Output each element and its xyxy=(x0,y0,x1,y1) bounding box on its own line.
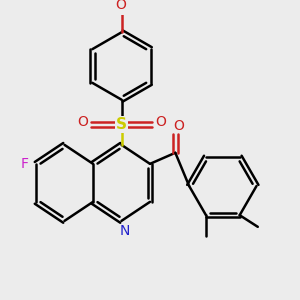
Text: O: O xyxy=(155,115,166,129)
Text: O: O xyxy=(77,115,88,129)
Text: S: S xyxy=(116,117,127,132)
Text: O: O xyxy=(115,0,126,12)
Text: F: F xyxy=(20,157,28,171)
Text: N: N xyxy=(120,224,130,238)
Text: O: O xyxy=(173,119,184,133)
